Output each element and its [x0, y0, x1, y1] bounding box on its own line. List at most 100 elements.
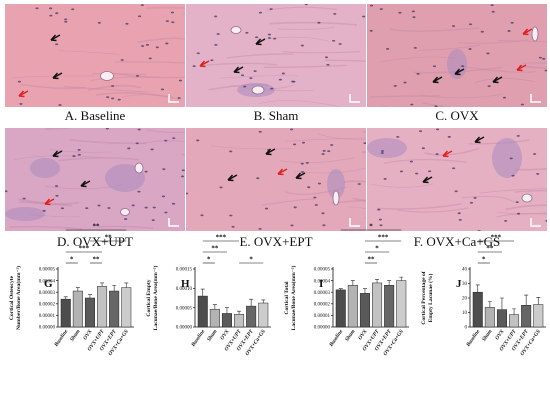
caption-e: E. OVX+EPT	[239, 234, 313, 249]
caption-f: F. OVX+Ca+GS	[413, 234, 501, 249]
significance-label: **	[486, 245, 494, 253]
bar	[221, 313, 232, 328]
y-tick-label: 0.00002	[314, 303, 331, 308]
error-bar	[399, 276, 404, 281]
bar	[496, 309, 507, 328]
scale-bar	[530, 218, 541, 227]
error-bar	[375, 279, 380, 283]
black-arrow	[454, 68, 465, 76]
y-tick-label: 0.00005	[176, 306, 193, 311]
y-tick-label: 0.00005	[314, 268, 331, 273]
chart-letter: G	[44, 278, 53, 290]
significance-label: **	[368, 256, 376, 264]
bar	[521, 305, 532, 328]
y-tick-label: 0.00002	[39, 303, 56, 308]
error-bar	[112, 284, 117, 292]
bar	[197, 295, 208, 328]
bar	[60, 298, 71, 328]
scale-bar	[168, 94, 179, 103]
error-bar	[124, 282, 129, 288]
significance-label: *	[375, 245, 379, 253]
bar	[97, 286, 108, 328]
x-tick-label: Sham	[344, 329, 356, 343]
caption-b: B. Sham	[253, 108, 299, 123]
y-tick-label: 0.00001	[314, 314, 331, 319]
y-tick-label: 0.00004	[39, 279, 56, 284]
black-arrow	[52, 150, 63, 158]
x-tick-label: Baseline	[465, 328, 482, 348]
black-arrow	[474, 136, 485, 144]
red-arrow	[44, 198, 55, 206]
histology-image	[5, 128, 185, 231]
chart-letter: J	[456, 278, 462, 290]
histology-image	[5, 4, 185, 107]
bar	[509, 314, 520, 328]
black-arrow	[52, 72, 63, 80]
error-bar	[499, 297, 504, 310]
bar	[347, 284, 358, 328]
caption-c: C. OVX	[435, 108, 479, 123]
y-tick-label: 0.00003	[314, 291, 331, 296]
error-bar	[524, 294, 529, 306]
bar-chart: I Cortical TotalLacunae/Bone Area(mm⁻²) 0.…	[284, 223, 409, 357]
bar	[484, 307, 495, 328]
bar	[72, 290, 83, 328]
error-bar	[261, 299, 266, 304]
black-arrow	[255, 38, 266, 46]
histology-image	[186, 128, 366, 231]
y-tick-label: 0.00015	[176, 268, 193, 273]
error-bar	[87, 294, 92, 298]
panel-d-ovx-upt	[5, 128, 185, 231]
scale-bar	[349, 94, 360, 103]
bar-chart: H Cortical EmptyLacunae/Bone Area(mm⁻²) 0.…	[146, 234, 271, 357]
significance-label: **	[105, 234, 113, 242]
error-bar	[362, 288, 367, 294]
error-bar	[350, 280, 355, 286]
scale-bar	[530, 94, 541, 103]
significance-label: ***	[378, 234, 389, 242]
x-tick-label: Baseline	[53, 328, 70, 348]
x-tick-label: OVX	[219, 328, 231, 341]
y-tick-label: 0.00000	[176, 326, 193, 331]
panel-e-ovx-ept	[186, 128, 366, 231]
y-tick-label: 0.00000	[39, 326, 56, 331]
significance-label: ***	[491, 234, 502, 242]
y-tick-label: 0.00001	[39, 314, 56, 319]
black-arrow	[233, 66, 244, 74]
histology-image	[367, 4, 547, 107]
bar	[396, 280, 407, 328]
black-arrow	[265, 148, 276, 156]
y-tick-label: 0.00005	[39, 268, 56, 273]
significance-label: *	[482, 256, 486, 264]
error-bar	[475, 284, 480, 293]
chart-i: I Cortical TotalLacunae/Bone Area(mm⁻²) 0.…	[275, 223, 411, 414]
black-arrow	[422, 176, 433, 184]
bar	[335, 289, 346, 328]
bar	[359, 293, 370, 328]
y-tick-label: 0.00004	[314, 279, 331, 284]
panel-a-baseline	[5, 4, 185, 107]
x-tick-label: Sham	[69, 329, 81, 343]
error-bar	[100, 282, 105, 287]
chart-g: G Cortical OsteocyteNumber/Bone Area(mm⁻²…	[0, 223, 136, 414]
error-bar	[224, 307, 229, 314]
significance-label: *	[207, 256, 211, 264]
y-axis-label: Cortical OsteocyteNumber/Bone Area(mm⁻²)	[9, 266, 22, 330]
significance-label: *	[369, 223, 373, 231]
bar	[246, 305, 257, 328]
black-arrow	[227, 174, 238, 182]
error-bar	[212, 304, 217, 310]
x-tick-label: OVX	[494, 328, 506, 341]
red-arrow	[277, 168, 288, 176]
chart-letter: H	[181, 278, 190, 290]
bar	[372, 282, 383, 328]
error-bar	[387, 280, 392, 286]
error-bar	[338, 288, 343, 290]
bar	[533, 304, 544, 328]
significance-label: **	[93, 256, 101, 264]
black-arrow	[492, 76, 503, 84]
red-arrow	[199, 60, 210, 68]
error-bar	[200, 288, 205, 297]
caption-a: A. Baseline	[64, 108, 126, 123]
chart-letter: I	[319, 278, 323, 290]
